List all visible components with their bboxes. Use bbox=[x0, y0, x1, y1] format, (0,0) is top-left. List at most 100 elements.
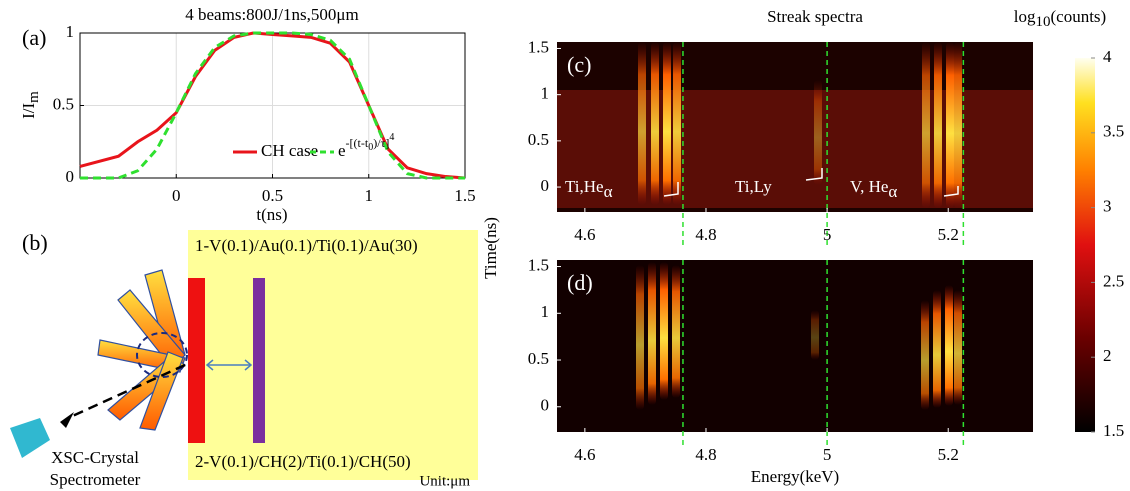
legend-entry: e-[(t-t0)/τ]4 bbox=[338, 132, 394, 160]
streak bbox=[933, 290, 941, 408]
streak bbox=[954, 42, 962, 208]
unit-label: Unit:μm bbox=[419, 473, 470, 489]
crystal bbox=[10, 418, 50, 458]
panel-label: (b) bbox=[22, 230, 48, 255]
streak bbox=[946, 42, 954, 208]
y-tick-label: 0 bbox=[66, 167, 75, 186]
legend-entry-part: -[(t-t bbox=[346, 136, 369, 150]
streak bbox=[636, 265, 644, 410]
x-tick-label: 4.8 bbox=[695, 225, 716, 244]
legend-entry-part: e bbox=[338, 141, 346, 160]
x-tick-label: 5.2 bbox=[938, 445, 959, 464]
chart-title: 4 beams:800J/1ns,500μm bbox=[185, 5, 358, 24]
heatmap-image bbox=[557, 260, 1033, 432]
y-axis-label: I/Im bbox=[19, 91, 43, 119]
colorbar-label-sub: 10 bbox=[1036, 14, 1051, 30]
y-tick-label: 0 bbox=[541, 396, 550, 415]
y-tick-label: 1 bbox=[541, 302, 550, 321]
y-tick-label: 0.5 bbox=[53, 94, 74, 113]
annotation-part: α bbox=[604, 182, 613, 201]
colorbar-tick-label: 2 bbox=[1103, 346, 1112, 365]
background bbox=[188, 230, 478, 480]
annotation-arrow bbox=[943, 186, 959, 197]
spectrometer-label: XSC-Crystal bbox=[51, 448, 139, 467]
streak bbox=[663, 42, 671, 205]
x-axis-label: Energy(keV) bbox=[751, 467, 839, 486]
y-tick-label: 1.5 bbox=[528, 37, 549, 56]
colorbar-tick-label: 4 bbox=[1103, 47, 1112, 66]
panel-label: (c) bbox=[567, 52, 591, 77]
y-tick-label: 0.5 bbox=[528, 349, 549, 368]
x-tick-label: 5.2 bbox=[938, 225, 959, 244]
streak bbox=[921, 300, 929, 410]
streak bbox=[673, 42, 681, 205]
streak bbox=[648, 262, 656, 405]
data-line bbox=[79, 31, 466, 180]
legend-entry-part: CH case bbox=[261, 141, 318, 160]
x-tick-label: 5 bbox=[823, 225, 832, 244]
annotation: V, Heα bbox=[850, 177, 897, 201]
annotation-part: V, He bbox=[850, 177, 888, 196]
y-axis-label: Time(ns) bbox=[481, 217, 500, 279]
colorbar-tick-label: 3 bbox=[1103, 197, 1112, 216]
colorbar-tick-label: 2.5 bbox=[1103, 271, 1124, 290]
y-tick-label: 1 bbox=[66, 22, 75, 41]
target-label: 1-V(0.1)/Au(0.1)/Ti(0.1)/Au(30) bbox=[195, 236, 418, 255]
xray-path bbox=[67, 363, 186, 420]
legend-entry-part: 4 bbox=[389, 132, 394, 143]
data-line bbox=[80, 31, 465, 180]
focal-spot bbox=[136, 332, 188, 378]
colorbar-label-part: log bbox=[1014, 7, 1036, 26]
annotation-arrow bbox=[663, 182, 679, 197]
colorbar-label-part: (counts) bbox=[1051, 7, 1107, 26]
heatmap-image bbox=[557, 42, 1033, 212]
annotation-arrow bbox=[805, 168, 823, 181]
annotation: Ti,Ly bbox=[735, 177, 772, 196]
chart-title: Streak spectra bbox=[767, 7, 863, 26]
x-tick-label: 1 bbox=[365, 186, 374, 205]
legend-entry-part: 0 bbox=[368, 142, 373, 153]
streak bbox=[814, 80, 822, 185]
spectrometer-label: Spectrometer bbox=[50, 470, 141, 489]
legend-entry: CH case bbox=[261, 141, 318, 160]
streak bbox=[954, 290, 962, 405]
streak bbox=[660, 262, 668, 400]
arrow-head bbox=[60, 412, 74, 428]
x-tick-label: 0 bbox=[172, 186, 181, 205]
y-tick-label: 0.5 bbox=[528, 130, 549, 149]
streak bbox=[945, 285, 953, 406]
streak bbox=[651, 42, 659, 205]
x-axis-label: t(ns) bbox=[256, 205, 287, 224]
annotation-part: Ti,He bbox=[565, 177, 604, 196]
y-axis-label-sub: m bbox=[26, 91, 42, 103]
streak bbox=[638, 42, 646, 205]
colorbar-label: log10(counts) bbox=[1014, 7, 1106, 31]
colorbar-tick-label: 3.5 bbox=[1103, 122, 1124, 141]
annotation-part: α bbox=[888, 182, 897, 201]
y-tick-label: 1.5 bbox=[528, 255, 549, 274]
legend-entry-part: )/τ] bbox=[373, 136, 389, 150]
diagram: (b) 1-V(0.1)/Au(0.1)/Ti(0.1)/Au(30) 2-V(… bbox=[10, 230, 478, 489]
gap-arrow bbox=[205, 359, 253, 371]
target-label: 2-V(0.1)/CH(2)/Ti(0.1)/CH(50) bbox=[195, 452, 411, 471]
x-tick-label: 5 bbox=[823, 445, 832, 464]
y-tick-label: 0 bbox=[541, 176, 550, 195]
x-tick-label: 4.8 bbox=[695, 445, 716, 464]
annotation: Ti,Heα bbox=[565, 177, 613, 201]
streak bbox=[934, 42, 942, 208]
streak bbox=[811, 310, 819, 360]
streak bbox=[922, 42, 930, 208]
y-axis-label-main: I/I bbox=[19, 102, 38, 118]
colorbar-tick-label: 1.5 bbox=[1103, 421, 1124, 440]
streak bbox=[672, 265, 680, 398]
y-tick-label: 1 bbox=[541, 84, 550, 103]
panel-label: (a) bbox=[22, 25, 46, 50]
target-2 bbox=[253, 278, 265, 443]
target-1 bbox=[188, 278, 205, 443]
x-tick-label: 4.6 bbox=[574, 445, 595, 464]
laser-beams bbox=[97, 269, 186, 431]
colorbar bbox=[1075, 58, 1095, 432]
x-tick-label: 4.6 bbox=[574, 225, 595, 244]
